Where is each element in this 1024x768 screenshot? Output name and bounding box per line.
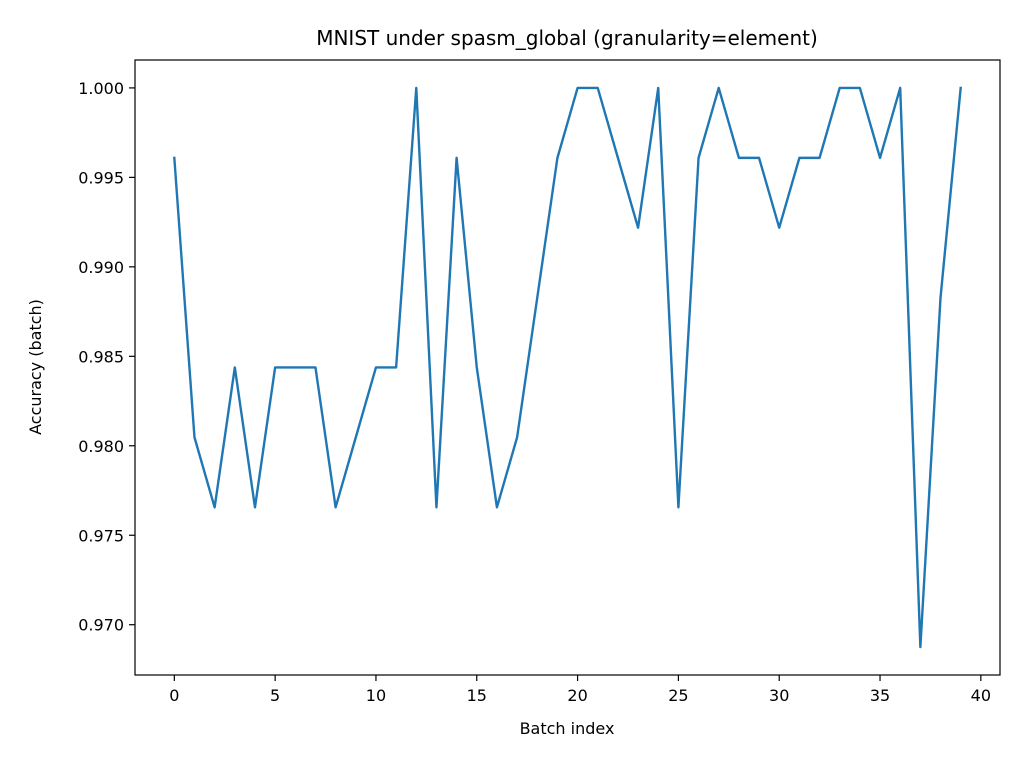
x-axis-label: Batch index <box>520 719 615 738</box>
y-axis: 0.970 0.975 0.980 0.985 0.990 0.995 1.000 <box>78 79 135 635</box>
series-line <box>173 86 962 649</box>
y-tick-label: 1.000 <box>78 79 124 98</box>
x-tick-label: 35 <box>870 686 890 705</box>
y-tick-label: 0.975 <box>78 526 124 545</box>
y-tick-label: 0.980 <box>78 437 124 456</box>
x-axis: 0 5 10 15 20 25 30 35 40 <box>169 675 991 705</box>
y-tick-label: 0.985 <box>78 347 124 366</box>
x-tick-label: 15 <box>467 686 487 705</box>
y-tick-label: 0.990 <box>78 258 124 277</box>
x-tick-label: 10 <box>366 686 386 705</box>
x-tick-label: 25 <box>668 686 688 705</box>
x-tick-label: 40 <box>971 686 991 705</box>
x-tick-label: 20 <box>567 686 587 705</box>
y-axis-label: Accuracy (batch) <box>26 299 45 435</box>
x-tick-label: 5 <box>270 686 280 705</box>
x-tick-label: 0 <box>169 686 179 705</box>
axes-frame <box>134 59 1001 676</box>
y-tick-label: 0.995 <box>78 168 124 187</box>
x-tick-label: 30 <box>769 686 789 705</box>
y-tick-label: 0.970 <box>78 616 124 635</box>
chart-title: MNIST under spasm_global (granularity=el… <box>316 26 818 50</box>
plot-area <box>173 86 962 649</box>
